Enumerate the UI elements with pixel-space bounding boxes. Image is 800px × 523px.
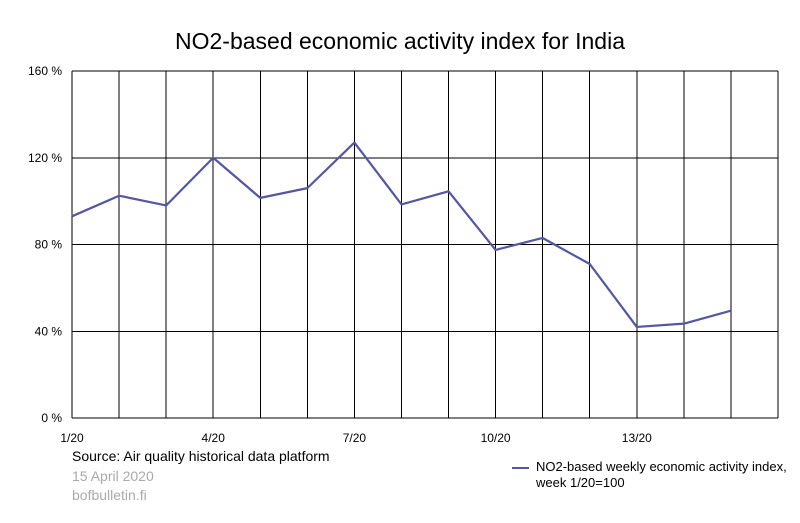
x-tick-label: 7/20 [343, 431, 367, 445]
publish-date: 15 April 2020 [72, 468, 154, 484]
y-tick-label: 0 % [41, 411, 62, 425]
chart-title: NO2-based economic activity index for In… [175, 28, 625, 54]
x-tick-label: 13/20 [622, 431, 652, 445]
series-layer [71, 141, 732, 329]
y-tick-label: 160 % [28, 64, 62, 78]
grid [71, 70, 779, 419]
x-axis-tick-labels: 1/20 4/20 7/20 10/20 13/20 [60, 431, 652, 445]
x-tick-label: 10/20 [481, 431, 511, 445]
site-name: bofbulletin.fi [72, 487, 147, 503]
y-tick-label: 40 % [35, 324, 63, 338]
y-tick-label: 80 % [35, 238, 63, 252]
x-tick-label: 4/20 [202, 431, 226, 445]
y-tick-label: 120 % [28, 151, 62, 165]
legend-swatch [512, 467, 529, 469]
x-tick-label: 1/20 [60, 431, 84, 445]
source-note: Source: Air quality historical data plat… [72, 448, 330, 464]
y-axis-tick-labels: 0 % 40 % 80 % 120 % 160 % [28, 64, 62, 425]
legend-label: NO2-based weekly economic activity index… [536, 459, 787, 490]
